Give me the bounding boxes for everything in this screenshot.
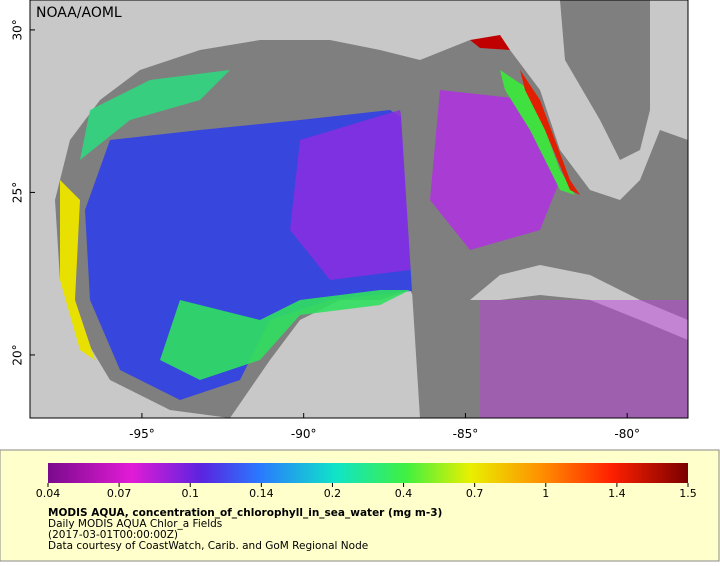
colorbar-tick-label: 0.7 bbox=[466, 487, 484, 500]
chl-caribbean bbox=[480, 300, 688, 418]
chl-east bbox=[430, 90, 560, 250]
cuba bbox=[470, 265, 688, 340]
colorbar-tick-label: 1.5 bbox=[679, 487, 697, 500]
colorbar-tick-label: 0.1 bbox=[181, 487, 199, 500]
chl-fl-coast bbox=[520, 70, 580, 195]
yucatan bbox=[230, 290, 440, 418]
swath-gap bbox=[400, 90, 440, 418]
colorbar-tick-label: 1.4 bbox=[608, 487, 626, 500]
colorbar-tick-label: 0.4 bbox=[395, 487, 413, 500]
chl-purple bbox=[290, 110, 420, 280]
lon-tick-label: -90° bbox=[291, 427, 317, 441]
map bbox=[30, 0, 688, 418]
chl-fl-shelf bbox=[500, 70, 575, 195]
lat-tick-label: 30° bbox=[11, 19, 25, 40]
chl-panhandle bbox=[470, 35, 510, 50]
caption-title: MODIS AQUA, concentration_of_chlorophyll… bbox=[48, 507, 442, 519]
colorbar-tick-label: 0.07 bbox=[107, 487, 132, 500]
credit: NOAA/AOML bbox=[36, 5, 122, 21]
lat-tick-label: 25° bbox=[11, 182, 25, 203]
lon-tick-label: -80° bbox=[614, 427, 640, 441]
map-frame bbox=[29, 0, 689, 419]
chl-tx-shelf bbox=[80, 70, 230, 160]
chl-mx-coast bbox=[60, 180, 95, 360]
lat-tick-label: 20° bbox=[11, 344, 25, 365]
colorbar-tick-label: 0.04 bbox=[36, 487, 61, 500]
colorbar-ticks: 0.04 0.07 0.1 0.14 0.2 0.4 0.7 1 1.4 1.5 bbox=[36, 483, 697, 500]
lon-tick-label: -95° bbox=[129, 427, 155, 441]
lon-tick-label: -85° bbox=[453, 427, 479, 441]
caption-line: Data courtesy of CoastWatch, Carib. and … bbox=[48, 540, 368, 552]
colorbar-tick-label: 0.2 bbox=[324, 487, 342, 500]
colorbar-tick-label: 1 bbox=[542, 487, 549, 500]
caption-line: Daily MODIS AQUA Chlor_a Fields bbox=[48, 518, 222, 530]
axes: 30° 25° 20° -95° -90° -85° -80° bbox=[11, 19, 640, 441]
colorbar bbox=[48, 463, 688, 483]
land-north bbox=[30, 0, 688, 418]
chl-campeche bbox=[160, 290, 410, 380]
caption-line: (2017-03-01T00:00:00Z) bbox=[48, 529, 178, 541]
colorbar-tick-label: 0.14 bbox=[249, 487, 274, 500]
